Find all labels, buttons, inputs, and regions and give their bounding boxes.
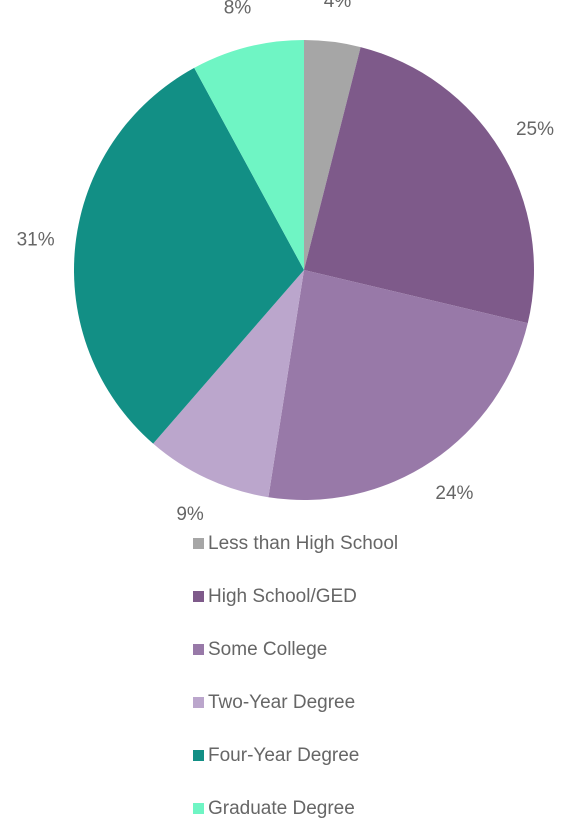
pie-data-label: 9% bbox=[176, 504, 204, 520]
legend-item: Some College bbox=[193, 623, 398, 676]
pie-slice bbox=[268, 270, 528, 500]
pie-data-label: 24% bbox=[435, 483, 473, 504]
pie-chart: 4% 25% 24% 9% 31% 8% bbox=[17, 0, 555, 520]
legend-label: Less than High School bbox=[208, 532, 399, 554]
legend-label: Four-Year Degree bbox=[208, 744, 360, 766]
legend-swatch bbox=[193, 591, 204, 602]
pie-slice bbox=[194, 40, 304, 270]
legend-label: Some College bbox=[208, 638, 328, 660]
pie-data-label: 31% bbox=[17, 230, 55, 251]
legend-label: High School/GED bbox=[208, 585, 357, 607]
pie-data-label: 4% bbox=[324, 0, 352, 12]
legend-label: Two-Year Degree bbox=[208, 691, 356, 713]
legend-item: Four-Year Degree bbox=[193, 729, 398, 782]
pie-slice bbox=[153, 270, 304, 498]
pie-slice bbox=[304, 47, 535, 324]
legend-item: Less than High School bbox=[193, 517, 398, 570]
pie-data-labels: 4% 25% 24% 9% 31% 8% bbox=[17, 0, 555, 520]
chart-legend: Less than High School High School/GED Some… bbox=[193, 517, 398, 835]
legend-item: Two-Year Degree bbox=[193, 676, 398, 729]
legend-swatch bbox=[193, 644, 204, 655]
pie-data-label: 25% bbox=[516, 119, 554, 140]
legend-swatch bbox=[193, 697, 204, 708]
legend-swatch bbox=[193, 538, 204, 549]
legend-swatch bbox=[193, 750, 204, 761]
pie-slices bbox=[74, 40, 535, 500]
pie-slice bbox=[304, 40, 361, 270]
legend-item: High School/GED bbox=[193, 570, 398, 623]
pie-data-label: 8% bbox=[224, 0, 252, 18]
pie-slice bbox=[74, 67, 304, 444]
